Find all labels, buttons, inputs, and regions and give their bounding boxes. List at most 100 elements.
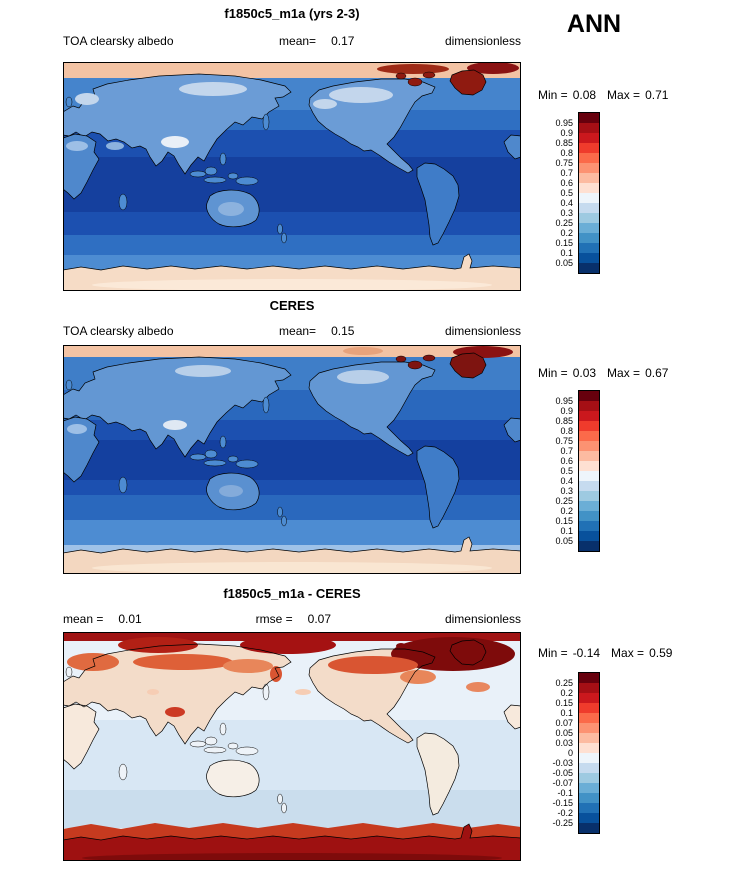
- colorbar-tick-label: -0.25: [552, 818, 573, 828]
- colorbar-tick-label: 0.15: [555, 516, 573, 526]
- panel-title-model: f1850c5_m1a (yrs 2-3): [224, 6, 360, 21]
- mean-value: 0.01: [118, 612, 142, 626]
- min-value: 0.03: [572, 366, 597, 380]
- map-obs: [63, 345, 521, 574]
- colorbar-bar: [578, 672, 600, 834]
- world-map-obs-svg: [63, 345, 521, 574]
- colorbar-segment: [579, 411, 599, 421]
- colorbar-tick-label: 0.05: [555, 258, 573, 268]
- min-value: -0.14: [572, 646, 601, 660]
- colorbar-tick-label: 0.5: [560, 188, 573, 198]
- colorbar-tick-label: 0.7: [560, 446, 573, 456]
- colorbar-tick-label: 0.1: [560, 708, 573, 718]
- mean-label: mean=: [279, 324, 317, 338]
- panel-obs: CERES TOA clearsky albedo mean= 0.15 dime…: [0, 290, 733, 578]
- colorbar-tick-label: 0.85: [555, 416, 573, 426]
- colorbar-tick-label: 0.95: [555, 396, 573, 406]
- colorbar-model: 0.95 0.9 0.85 0.8 0.75 0.7 0.6 0.5 0.4 0.3 0.25 0.2…: [532, 112, 600, 274]
- mean-value: 0.17: [331, 34, 355, 48]
- albedo-patches: [67, 365, 492, 574]
- colorbar-tick-labels: 0.95 0.9 0.85 0.8 0.75 0.7 0.6 0.5 0.4 0.3 0.25 0.2…: [532, 112, 578, 274]
- colorbar-tick-label: -0.07: [552, 778, 573, 788]
- colorbar-segment: [579, 193, 599, 203]
- colorbar-segment: [579, 153, 599, 163]
- min-label: Min =: [538, 646, 568, 660]
- colorbar-segment: [579, 471, 599, 481]
- colorbar-tick-label: 0.05: [555, 536, 573, 546]
- colorbar-segment: [579, 501, 599, 511]
- min-value: 0.08: [572, 88, 597, 102]
- colorbar-segment: [579, 683, 599, 693]
- colorbar-tick-label: 0.1: [560, 526, 573, 536]
- units-label: dimensionless: [445, 612, 521, 626]
- mean-stat: mean = 0.01: [63, 612, 142, 626]
- colorbar-tick-label: -0.05: [552, 768, 573, 778]
- colorbar-segment: [579, 113, 599, 123]
- units-text: dimensionless: [444, 34, 521, 48]
- world-map-model-svg: [63, 62, 521, 291]
- colorbar-segment: [579, 531, 599, 541]
- colorbar-bar: [578, 112, 600, 274]
- minmax-row-obs: Min = 0.03 Max = 0.67: [538, 366, 679, 380]
- mean-label: mean=: [279, 34, 317, 48]
- units-label: dimensionless: [445, 324, 521, 338]
- colorbar-segment: [579, 173, 599, 183]
- colorbar-tick-label: 0.8: [560, 148, 573, 158]
- panel-diff: f1850c5_m1a - CERES mean = 0.01 rmse = 0.0…: [0, 578, 733, 872]
- rmse-value: 0.07: [307, 612, 332, 626]
- colorbar-segment: [579, 143, 599, 153]
- mean-stat: mean= 0.17: [279, 34, 354, 48]
- colorbar-segment: [579, 421, 599, 431]
- min-label: Min =: [538, 88, 568, 102]
- colorbar-tick-label: 0.03: [555, 738, 573, 748]
- colorbar-segment: [579, 763, 599, 773]
- colorbar-tick-label: 0.25: [555, 678, 573, 688]
- colorbar-segment: [579, 263, 599, 273]
- mean-label: mean =: [63, 612, 104, 626]
- colorbar-segment: [579, 223, 599, 233]
- max-value: 0.67: [645, 366, 669, 380]
- max-value: 0.71: [645, 88, 669, 102]
- colorbar-segment: [579, 773, 599, 783]
- colorbar-tick-label: 0.6: [560, 178, 573, 188]
- albedo-patches: [66, 82, 492, 291]
- colorbar-tick-labels: 0.25 0.2 0.15 0.1 0.07 0.05 0.03 0 -0.03 -0.05 -0.…: [532, 672, 578, 834]
- colorbar-tick-label: 0.6: [560, 456, 573, 466]
- colorbar-tick-label: -0.2: [557, 808, 573, 818]
- colorbar-diff: 0.25 0.2 0.15 0.1 0.07 0.05 0.03 0 -0.03 -0.05 -0.…: [532, 672, 600, 834]
- colorbar-segment: [579, 183, 599, 193]
- colorbar-tick-label: 0.9: [560, 406, 573, 416]
- max-value: 0.59: [649, 646, 673, 660]
- rmse-stat: rmse = 0.07: [256, 612, 331, 626]
- colorbar-segment: [579, 511, 599, 521]
- colorbar-segment: [579, 461, 599, 471]
- colorbar-tick-label: -0.1: [557, 788, 573, 798]
- colorbar-segment: [579, 391, 599, 401]
- max-label: Max =: [611, 646, 645, 660]
- colorbar-tick-labels: 0.95 0.9 0.85 0.8 0.75 0.7 0.6 0.5 0.4 0.3 0.25 0.2…: [532, 390, 578, 552]
- colorbar-segment: [579, 253, 599, 263]
- colorbar-tick-label: 0.9: [560, 128, 573, 138]
- colorbar-tick-label: 0.4: [560, 198, 573, 208]
- colorbar-segment: [579, 401, 599, 411]
- colorbar-segment: [579, 803, 599, 813]
- colorbar-segment: [579, 163, 599, 173]
- stats-row-model: TOA clearsky albedo mean= 0.17 dimensionl…: [63, 34, 521, 48]
- min-label: Min =: [538, 366, 568, 380]
- colorbar-tick-label: 0.15: [555, 238, 573, 248]
- colorbar-segment: [579, 753, 599, 763]
- mean-stat: mean= 0.15: [279, 324, 354, 338]
- colorbar-segment: [579, 693, 599, 703]
- colorbar-segment: [579, 783, 599, 793]
- panel-title-diff: f1850c5_m1a - CERES: [223, 586, 361, 601]
- colorbar-tick-label: 0.1: [560, 248, 573, 258]
- colorbar-tick-label: 0.5: [560, 466, 573, 476]
- map-diff: [63, 632, 521, 861]
- colorbar-segment: [579, 133, 599, 143]
- colorbar-tick-label: 0: [567, 748, 573, 758]
- colorbar-tick-label: 0.2: [560, 688, 573, 698]
- variable-label: TOA clearsky albedo: [63, 34, 189, 48]
- panel-title-obs: CERES: [269, 298, 315, 313]
- colorbar-segment: [579, 431, 599, 441]
- mean-value: 0.15: [331, 324, 355, 338]
